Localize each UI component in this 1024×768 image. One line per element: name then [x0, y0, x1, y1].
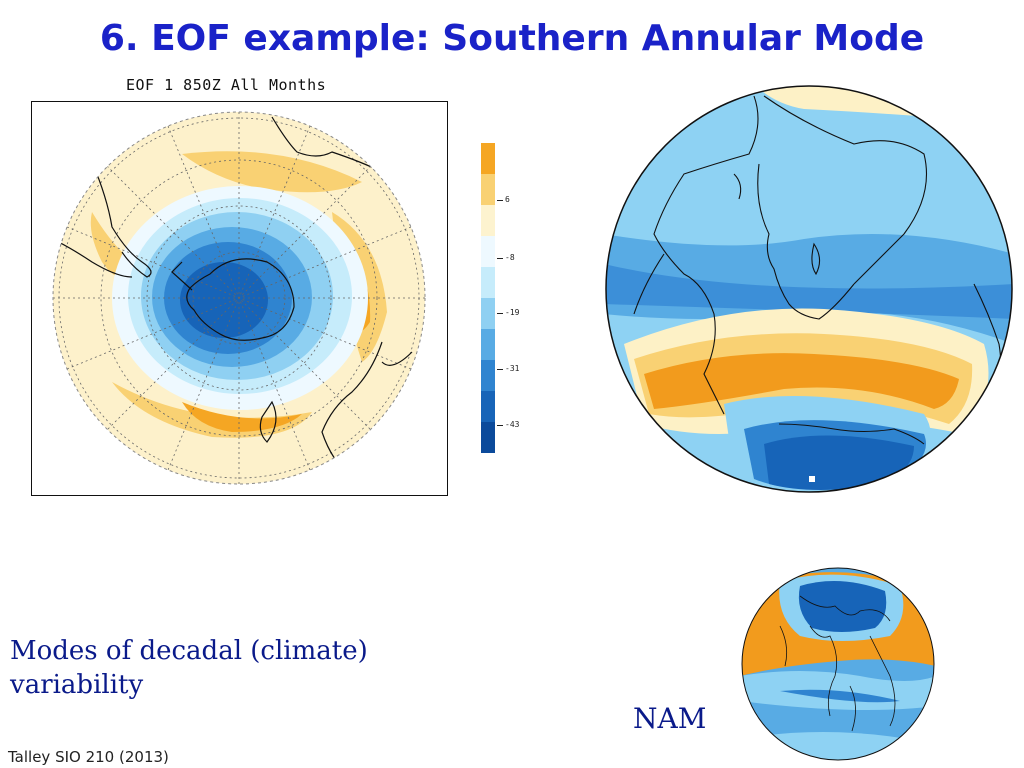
colorbar-segment — [481, 360, 495, 391]
colorbar-tick-label: -8 — [505, 253, 515, 262]
colorbar-tick-label: 6 — [505, 195, 510, 204]
polar-map-frame — [31, 101, 448, 496]
colorbar-tick — [497, 200, 503, 201]
northern-hemisphere-globe — [740, 566, 936, 762]
polar-map-caption: EOF 1 850Z All Months — [126, 76, 327, 94]
colorbar — [481, 143, 495, 453]
south-atlantic-globe — [604, 84, 1014, 494]
colorbar-segment — [481, 174, 495, 205]
slide-title: 6. EOF example: Southern Annular Mode — [99, 18, 925, 59]
footer-credit: Talley SIO 210 (2013) — [8, 748, 169, 766]
south-atlantic-globe-sam — [605, 85, 1013, 493]
colorbar-segment — [481, 298, 495, 329]
colorbar-segment — [481, 329, 495, 360]
colorbar-tick-label: -19 — [505, 308, 520, 317]
colorbar-tick — [497, 425, 503, 426]
colorbar-segment — [481, 143, 495, 174]
northern-hemisphere-globe-nam — [741, 567, 935, 761]
colorbar-tick-label: -31 — [505, 364, 520, 373]
colorbar-tick-label: -43 — [505, 420, 520, 429]
colorbar-segment — [481, 205, 495, 236]
colorbar-segment — [481, 422, 495, 453]
colorbar-segment — [481, 267, 495, 298]
colorbar-segment — [481, 391, 495, 422]
colorbar-tick — [497, 313, 503, 314]
body-text: Modes of decadal (climate) variability — [10, 636, 368, 700]
colorbar-tick — [497, 258, 503, 259]
nam-label: NAM — [633, 702, 707, 735]
colorbar-segment — [481, 236, 495, 267]
southern-hemisphere-polar-map — [52, 111, 426, 485]
colorbar-tick — [497, 369, 503, 370]
